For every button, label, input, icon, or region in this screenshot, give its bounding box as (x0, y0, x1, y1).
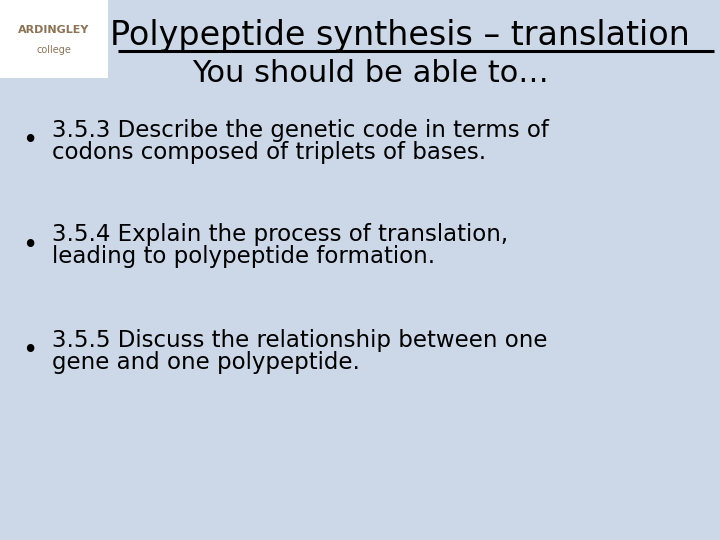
Text: 3.5.5 Discuss the relationship between one: 3.5.5 Discuss the relationship between o… (52, 328, 547, 352)
Text: codons composed of triplets of bases.: codons composed of triplets of bases. (52, 140, 486, 164)
Text: leading to polypeptide formation.: leading to polypeptide formation. (52, 246, 435, 268)
Text: 3.5.3 Describe the genetic code in terms of: 3.5.3 Describe the genetic code in terms… (52, 118, 549, 141)
Bar (0, 0, 108, 78)
Text: ARDINGLEY: ARDINGLEY (18, 25, 90, 35)
Text: •: • (22, 338, 37, 364)
Text: •: • (22, 233, 37, 259)
Text: You should be able to…: You should be able to… (192, 58, 549, 87)
Text: 3.5.4 Explain the process of translation,: 3.5.4 Explain the process of translation… (52, 224, 508, 246)
Text: •: • (22, 128, 37, 154)
Text: college: college (37, 45, 71, 55)
Text: gene and one polypeptide.: gene and one polypeptide. (52, 350, 360, 374)
Text: Polypeptide synthesis – translation: Polypeptide synthesis – translation (110, 18, 690, 51)
